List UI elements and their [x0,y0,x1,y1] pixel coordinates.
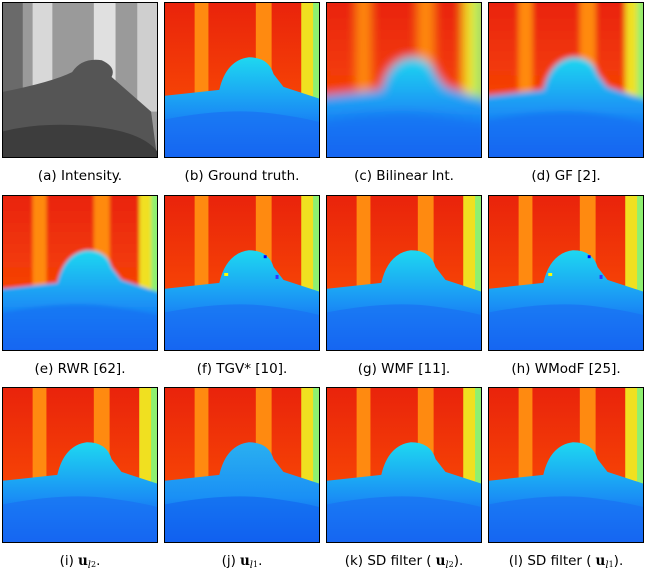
caption-subsub: 2 [448,560,454,569]
panel-image [164,387,320,543]
caption-prefix: (b) Ground truth. [184,168,300,184]
caption: (l) SD filter (ul1). [488,553,644,571]
panel-image [164,195,320,351]
panel-image [488,195,644,351]
caption-prefix: (c) Bilinear Int. [354,168,454,184]
caption-sub: l [605,560,609,571]
caption-prefix: (g) WMF [11]. [357,361,451,377]
caption-prefix: (f) TGV* [10]. [196,361,288,377]
panel: (l) SD filter (ul1). [488,387,644,571]
panel-image [164,2,320,158]
caption: (h) WModF [25]. [488,361,644,377]
panel-image [2,195,158,351]
caption-subsub: 1 [252,560,259,569]
caption-prefix: (h) WModF [25]. [511,361,621,377]
panel: (f) TGV* [10]. [164,195,320,377]
caption: (g) WMF [11]. [326,361,482,377]
caption: (k) SD filter (ul2). [326,553,482,571]
caption-sub: l [445,560,449,571]
panel: (e) RWR [62]. [2,195,158,377]
panel: (c) Bilinear Int. [326,2,482,184]
caption: (a) Intensity. [2,168,158,184]
panel: (k) SD filter (ul2). [326,387,482,571]
caption-prefix: (l) SD filter ( [508,553,592,569]
panel: (d) GF [2]. [488,2,644,184]
caption-prefix: (d) GF [2]. [531,168,601,184]
panel: (h) WModF [25]. [488,195,644,377]
caption-math: u [77,553,88,569]
caption-suffix: ). [613,553,624,569]
panel-image [2,387,158,543]
panel-image [326,2,482,158]
caption-sub: l [249,560,253,571]
panel: (j) ul1. [164,387,320,571]
panel: (g) WMF [11]. [326,195,482,377]
caption: (c) Bilinear Int. [326,168,482,184]
panel: (b) Ground truth. [164,2,320,184]
caption: (b) Ground truth. [164,168,320,184]
caption-suffix: . [96,553,101,569]
caption-prefix: (a) Intensity. [37,168,123,184]
caption-subsub: 1 [608,560,614,569]
caption-prefix: (i) [59,553,74,569]
panel: (a) Intensity. [2,2,158,184]
caption-suffix: ). [453,553,464,569]
caption-prefix: (k) SD filter ( [344,553,432,569]
panel-image [488,387,644,543]
panel-image [488,2,644,158]
caption-math: u [239,553,250,569]
caption-sub: l [87,560,91,571]
panel: (i) ul2. [2,387,158,571]
caption: (j) ul1. [164,553,320,571]
caption-prefix: (e) RWR [62]. [34,361,126,377]
panel-image [2,2,158,158]
caption: (f) TGV* [10]. [164,361,320,377]
panel-image [326,195,482,351]
caption: (d) GF [2]. [488,168,644,184]
caption-math: u [595,553,606,569]
caption-subsub: 2 [90,560,97,569]
caption: (i) ul2. [2,553,158,571]
panel-image [326,387,482,543]
caption: (e) RWR [62]. [2,361,158,377]
caption-suffix: . [258,553,263,569]
caption-math: u [435,553,446,569]
caption-prefix: (j) [221,553,236,569]
